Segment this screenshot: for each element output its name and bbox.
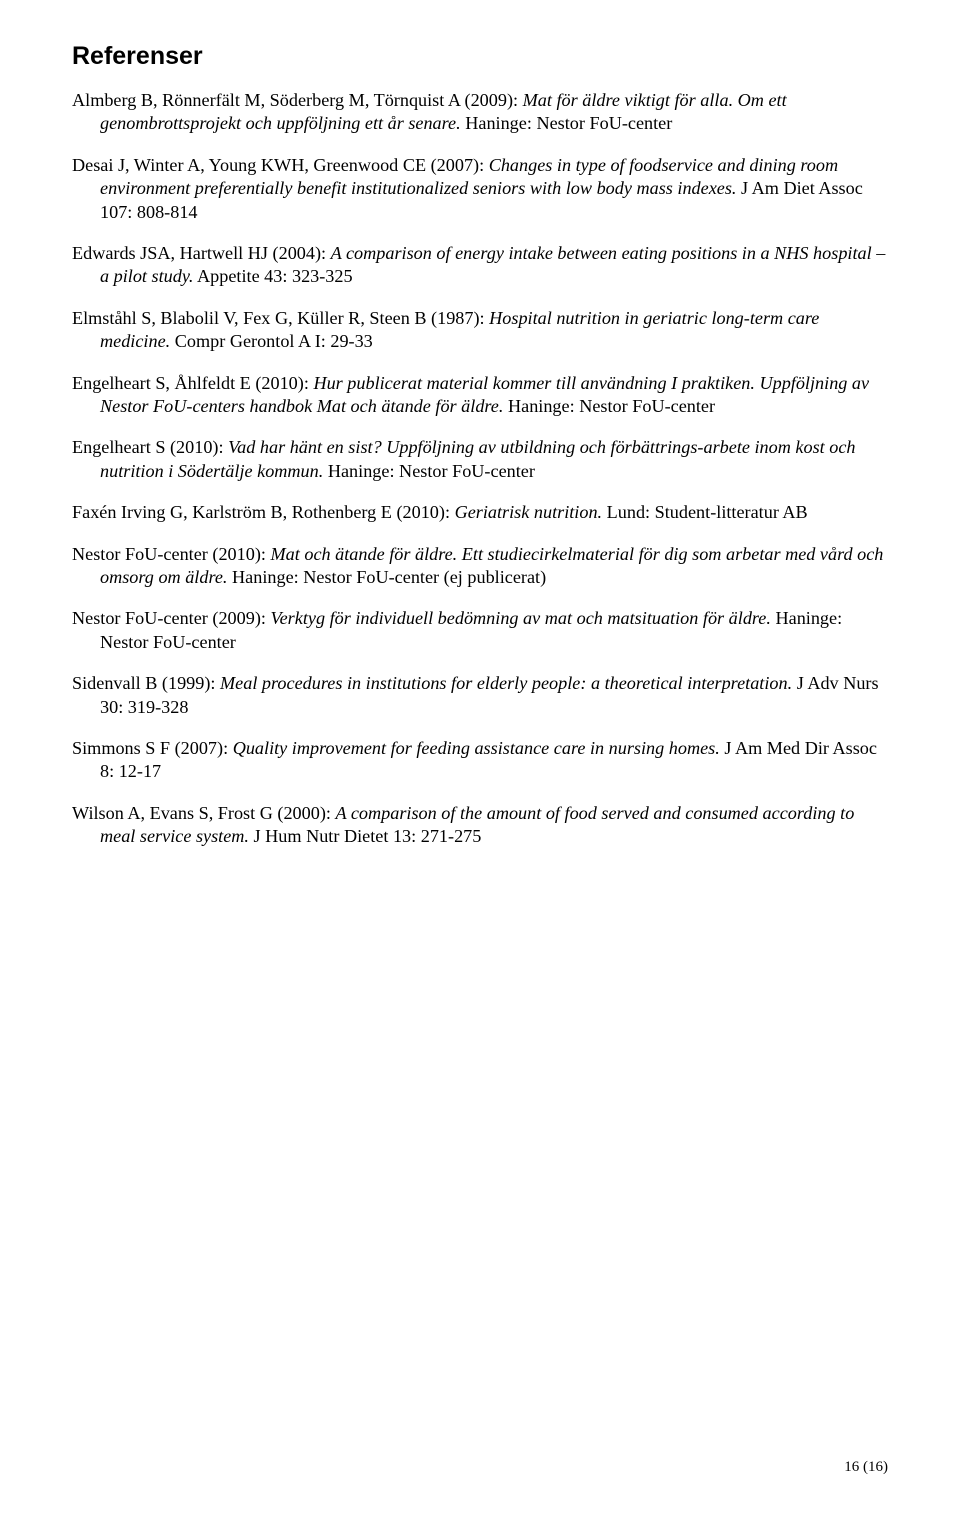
reference-author-year: Wilson A, Evans S, Frost G (2000): — [72, 803, 336, 823]
page-container: Referenser Almberg B, Rönnerfält M, Söde… — [0, 0, 960, 1516]
reference-source: J Hum Nutr Dietet 13: 271-275 — [249, 826, 481, 846]
reference-source: Haninge: Nestor FoU-center (ej publicera… — [227, 567, 546, 587]
references-list: Almberg B, Rönnerfält M, Söderberg M, Tö… — [72, 89, 888, 848]
reference-item: Engelheart S, Åhlfeldt E (2010): Hur pub… — [72, 372, 888, 419]
reference-item: Elmståhl S, Blabolil V, Fex G, Küller R,… — [72, 307, 888, 354]
page-number: 16 (16) — [844, 1459, 888, 1476]
reference-item: Simmons S F (2007): Quality improvement … — [72, 737, 888, 784]
reference-title: Verktyg för individuell bedömning av mat… — [271, 608, 771, 628]
reference-item: Engelheart S (2010): Vad har hänt en sis… — [72, 436, 888, 483]
reference-source: Haninge: Nestor FoU-center — [503, 396, 715, 416]
reference-title: Geriatrisk nutrition. — [455, 502, 603, 522]
reference-author-year: Nestor FoU-center (2010): — [72, 544, 271, 564]
reference-source: Haninge: Nestor FoU-center — [461, 113, 673, 133]
references-heading: Referenser — [72, 42, 888, 71]
reference-author-year: Elmståhl S, Blabolil V, Fex G, Küller R,… — [72, 308, 489, 328]
reference-title: Meal procedures in institutions for elde… — [220, 673, 792, 693]
reference-item: Edwards JSA, Hartwell HJ (2004): A compa… — [72, 242, 888, 289]
reference-item: Faxén Irving G, Karlström B, Rothenberg … — [72, 501, 888, 524]
reference-author-year: Nestor FoU-center (2009): — [72, 608, 271, 628]
reference-item: Nestor FoU-center (2009): Verktyg för in… — [72, 607, 888, 654]
reference-item: Sidenvall B (1999): Meal procedures in i… — [72, 672, 888, 719]
reference-author-year: Simmons S F (2007): — [72, 738, 233, 758]
reference-title: Quality improvement for feeding assistan… — [233, 738, 720, 758]
reference-item: Nestor FoU-center (2010): Mat och ätande… — [72, 543, 888, 590]
reference-source: Compr Gerontol A I: 29-33 — [170, 331, 373, 351]
reference-author-year: Almberg B, Rönnerfält M, Söderberg M, Tö… — [72, 90, 523, 110]
reference-author-year: Engelheart S, Åhlfeldt E (2010): — [72, 373, 313, 393]
reference-item: Almberg B, Rönnerfält M, Söderberg M, Tö… — [72, 89, 888, 136]
reference-source: Appetite 43: 323-325 — [193, 266, 352, 286]
reference-author-year: Sidenvall B (1999): — [72, 673, 220, 693]
reference-item: Desai J, Winter A, Young KWH, Greenwood … — [72, 154, 888, 224]
reference-author-year: Edwards JSA, Hartwell HJ (2004): — [72, 243, 331, 263]
reference-item: Wilson A, Evans S, Frost G (2000): A com… — [72, 802, 888, 849]
reference-source: Lund: Student-litteratur AB — [602, 502, 808, 522]
reference-author-year: Desai J, Winter A, Young KWH, Greenwood … — [72, 155, 489, 175]
reference-author-year: Faxén Irving G, Karlström B, Rothenberg … — [72, 502, 455, 522]
reference-source: Haninge: Nestor FoU-center — [323, 461, 535, 481]
reference-author-year: Engelheart S (2010): — [72, 437, 228, 457]
